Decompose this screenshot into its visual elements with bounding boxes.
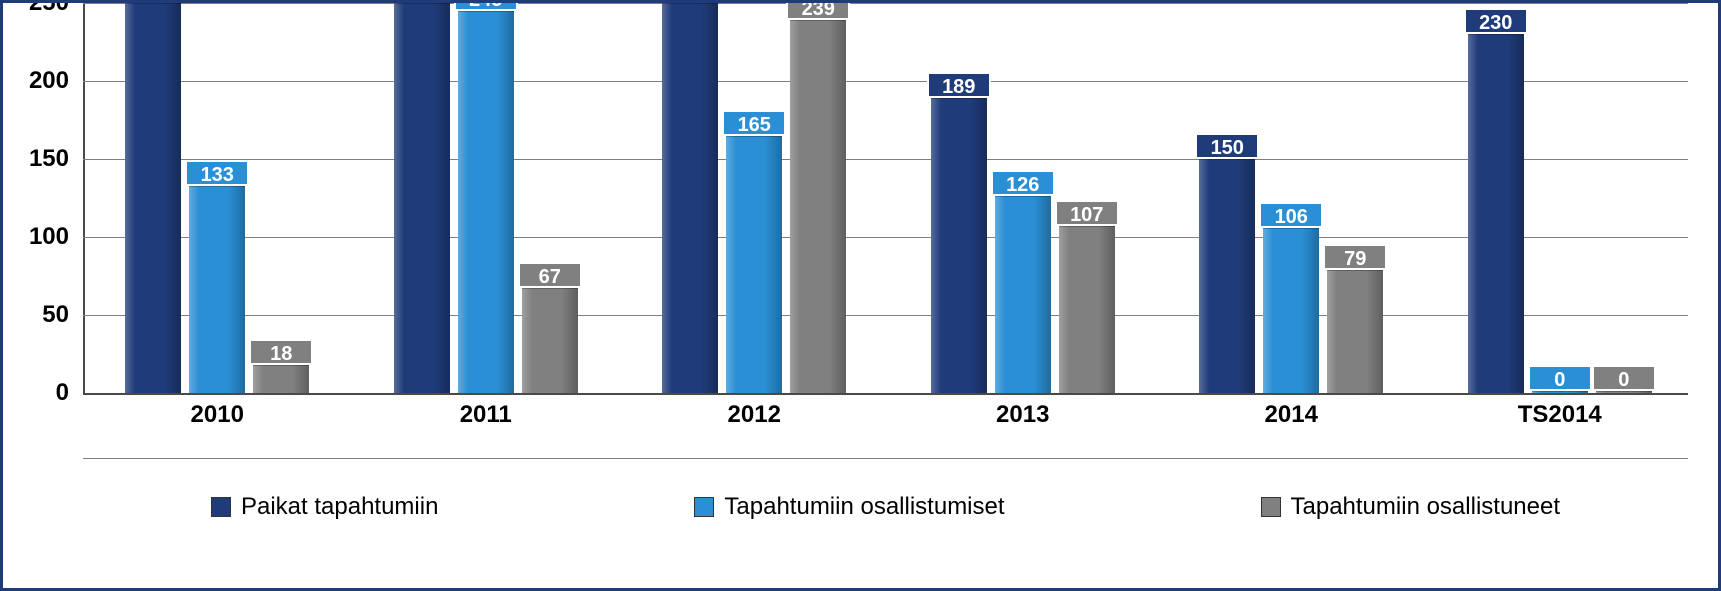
x-tick-label: 2014 xyxy=(1181,401,1401,429)
bar-group: 15010679 xyxy=(1199,3,1383,393)
x-tick-label: 2010 xyxy=(107,401,327,429)
bar-fill xyxy=(522,288,578,393)
bar-fill xyxy=(189,186,245,393)
x-tick-label: TS2014 xyxy=(1450,401,1670,429)
x-axis-labels: 2010 2011 2012 2013 2014 TS2014 xyxy=(83,401,1688,441)
bar-fill xyxy=(125,3,181,393)
bar-fill xyxy=(662,3,718,393)
bar-value-label: 189 xyxy=(927,72,991,98)
y-tick-label: 250 xyxy=(29,0,83,17)
bar-value-label: 230 xyxy=(1464,8,1528,34)
grid-line xyxy=(83,315,1688,316)
bar-fill xyxy=(931,98,987,393)
legend-item-1: Tapahtumiin osallistumiset xyxy=(694,493,1004,521)
bar-group: 300165239 xyxy=(662,3,846,393)
y-tick-label: 150 xyxy=(29,145,83,173)
bar-fill xyxy=(1263,228,1319,393)
bar-value-label: 150 xyxy=(1195,133,1259,159)
bar-value-label: 79 xyxy=(1323,244,1387,270)
y-tick-label: 200 xyxy=(29,67,83,95)
y-tick-label: 50 xyxy=(42,301,83,329)
bar-fill xyxy=(726,136,782,393)
bar-group: 30024567 xyxy=(394,3,578,393)
bar-value-label: 133 xyxy=(185,160,249,186)
bar-group: 189126107 xyxy=(931,3,1115,393)
grid-line xyxy=(83,81,1688,82)
x-tick-label: 2011 xyxy=(376,401,596,429)
legend-swatch-0 xyxy=(211,497,231,517)
bar-fill xyxy=(394,3,450,393)
x-axis-line xyxy=(83,393,1688,395)
y-axis-line xyxy=(83,3,85,393)
bar-fill xyxy=(458,11,514,393)
y-tick-label: 0 xyxy=(56,379,83,407)
grid-line xyxy=(83,3,1688,4)
bar-fill xyxy=(1327,270,1383,393)
bar-fill xyxy=(253,365,309,393)
x-tick-label: 2013 xyxy=(913,401,1133,429)
bar-value-label: 245 xyxy=(454,0,518,11)
legend-swatch-1 xyxy=(694,497,714,517)
bar-value-label: 107 xyxy=(1055,200,1119,226)
bar-value-label: 0 xyxy=(1528,365,1592,391)
bar-fill xyxy=(790,20,846,393)
bar-fill xyxy=(1059,226,1115,393)
bar-value-label: 106 xyxy=(1259,202,1323,228)
legend-label-0: Paikat tapahtumiin xyxy=(241,493,438,521)
bar-value-label: 67 xyxy=(518,262,582,288)
bar-value-label: 18 xyxy=(249,339,313,365)
chart-frame: 0 50 100 150 200 250 30013318 30024567 300165239… xyxy=(0,0,1721,591)
legend-label-2: Tapahtumiin osallistuneet xyxy=(1291,493,1561,521)
grid-line xyxy=(83,237,1688,238)
y-tick-label: 100 xyxy=(29,223,83,251)
bar-value-label: 0 xyxy=(1592,365,1656,391)
legend-item-0: Paikat tapahtumiin xyxy=(211,493,438,521)
bar-group: 30013318 xyxy=(125,3,309,393)
x-tick-label: 2012 xyxy=(644,401,864,429)
bar-fill xyxy=(1468,34,1524,393)
bar-fill xyxy=(995,196,1051,393)
legend-item-2: Tapahtumiin osallistuneet xyxy=(1261,493,1561,521)
bar-value-label: 239 xyxy=(786,0,850,20)
legend-swatch-2 xyxy=(1261,497,1281,517)
plot-area: 0501001502002503001331830024567300165239… xyxy=(83,3,1688,393)
bar-value-label: 126 xyxy=(991,170,1055,196)
bar-fill xyxy=(1199,159,1255,393)
legend: Paikat tapahtumiin Tapahtumiin osallistu… xyxy=(83,458,1688,521)
bar-value-label: 165 xyxy=(722,110,786,136)
grid-line xyxy=(83,159,1688,160)
legend-label-1: Tapahtumiin osallistumiset xyxy=(724,493,1004,521)
bar-group: 23000 xyxy=(1468,3,1652,393)
